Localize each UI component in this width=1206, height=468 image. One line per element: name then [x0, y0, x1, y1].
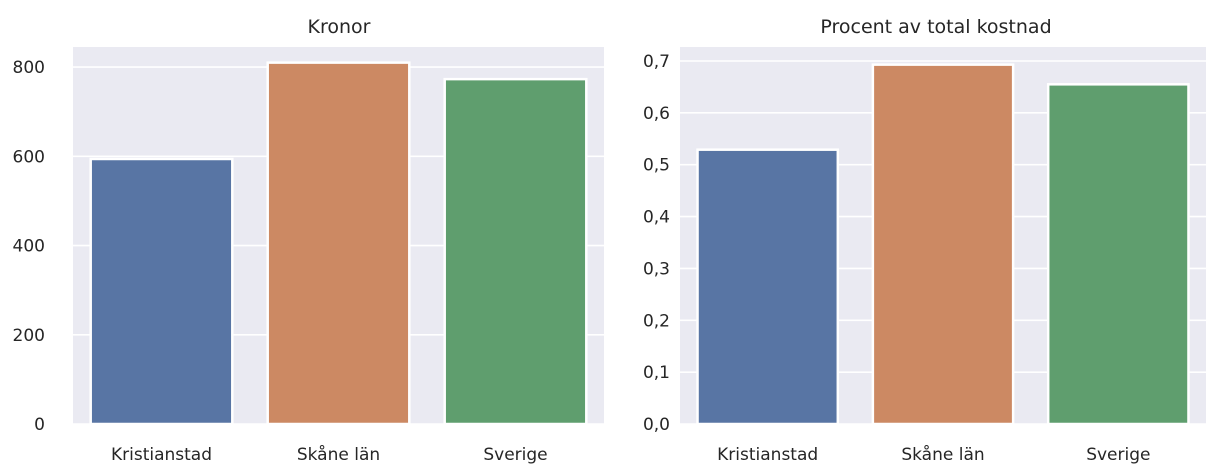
- y-tick-label: 0,6: [643, 104, 670, 124]
- y-tick-label: 0,2: [643, 311, 670, 331]
- chart-kronor: 0 200 400 600 800 Kristianstad Skåne län Sveri…: [13, 16, 604, 465]
- x-tick-label: Sverige: [483, 445, 547, 465]
- x-tick-label: Skåne län: [297, 444, 380, 465]
- bar: [871, 63, 1015, 426]
- y-tick-label: 0: [34, 415, 45, 435]
- bars: [696, 63, 1190, 426]
- bar: [1046, 83, 1190, 426]
- chart-title: Kronor: [308, 16, 371, 38]
- x-tick-label: Kristianstad: [111, 445, 212, 465]
- y-tick-labels: 0 200 400 600 800: [13, 58, 45, 435]
- x-tick-label: Skåne län: [901, 444, 984, 465]
- y-tick-label: 0,0: [643, 415, 670, 435]
- chart-procent: 0,0 0,1 0,2 0,3 0,4 0,5 0,6 0,7 Kristianstad Skå…: [643, 16, 1206, 465]
- y-tick-labels: 0,0 0,1 0,2 0,3 0,4 0,5 0,6 0,7: [643, 52, 670, 435]
- y-tick-label: 0,1: [643, 363, 670, 383]
- x-tick-label: Sverige: [1086, 445, 1150, 465]
- y-tick-label: 400: [13, 237, 45, 257]
- y-tick-label: 600: [13, 147, 45, 167]
- y-tick-label: 800: [13, 58, 45, 78]
- y-tick-label: 0,4: [643, 208, 670, 228]
- bars: [89, 61, 588, 426]
- bar: [89, 157, 234, 426]
- bar: [266, 61, 411, 426]
- x-tick-labels: Kristianstad Skåne län Sverige: [717, 444, 1150, 465]
- bar: [696, 148, 840, 426]
- x-tick-labels: Kristianstad Skåne län Sverige: [111, 444, 548, 465]
- y-tick-label: 0,5: [643, 156, 670, 176]
- y-tick-label: 200: [13, 326, 45, 346]
- y-tick-label: 0,3: [643, 259, 670, 279]
- chart-title: Procent av total kostnad: [820, 16, 1051, 38]
- y-tick-label: 0,7: [643, 52, 670, 72]
- x-tick-label: Kristianstad: [717, 445, 818, 465]
- bar: [443, 77, 588, 426]
